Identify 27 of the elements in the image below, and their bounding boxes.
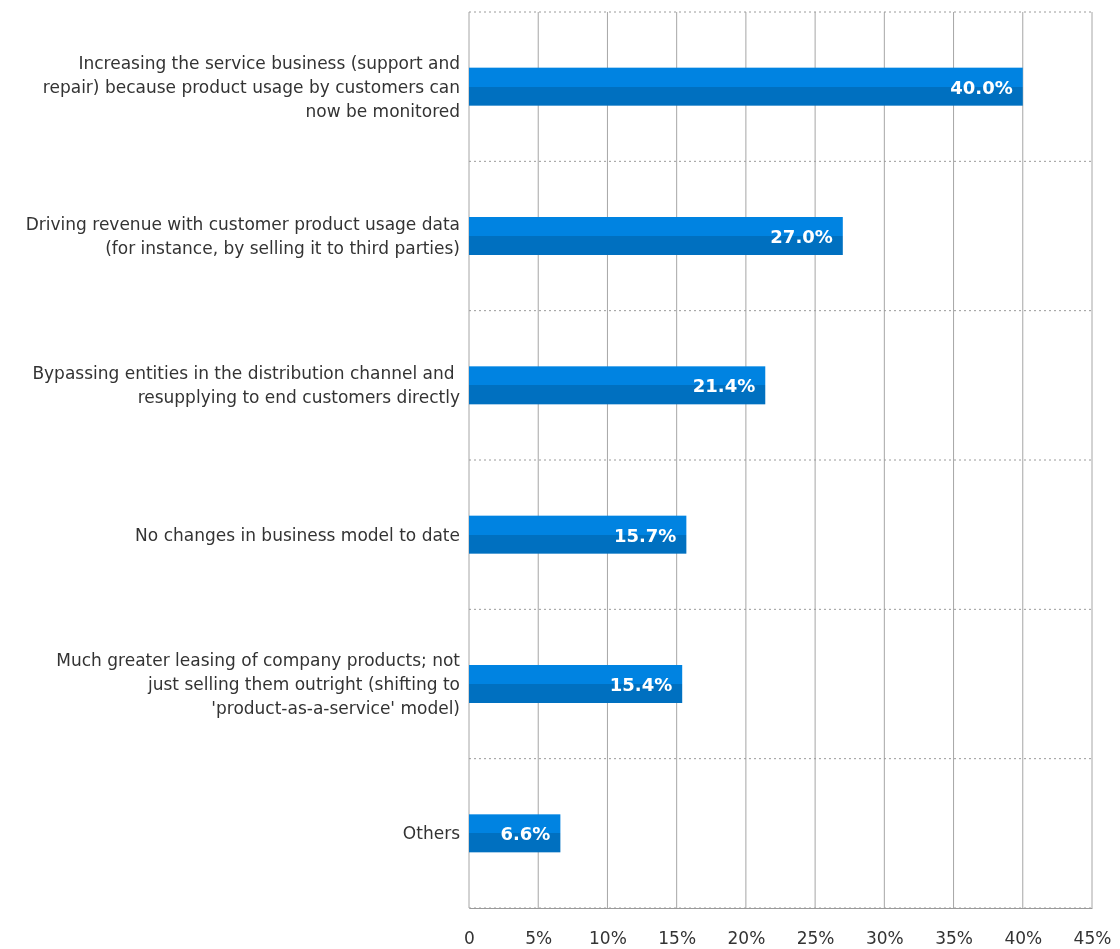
bar — [469, 515, 687, 554]
y-tick-label: Driving revenue with customer product usage data (for instance, by selling it to third parties) — [25, 214, 460, 258]
x-tick-label: 10% — [589, 928, 627, 949]
x-tick-label: 35% — [935, 928, 973, 949]
x-tick-label: 20% — [727, 928, 766, 949]
data-label: 15.7% — [613, 524, 677, 546]
y-tick-label: Others — [402, 823, 461, 844]
x-tick-label: 0 — [464, 928, 475, 949]
y-tick-label: Increasing the service business (support and repair) because product usage by customers can now be monitored — [42, 52, 460, 121]
x-tick-label: 45% — [1073, 928, 1112, 949]
data-label: 40.0% — [950, 76, 1013, 98]
data-label: 15.4% — [609, 674, 673, 695]
x-tick-label: 15% — [658, 928, 697, 949]
x-tick-label: 30% — [865, 928, 904, 949]
y-tick-label: No changes in business model to date — [135, 524, 460, 545]
bar — [469, 67, 1023, 106]
data-label: 6.6% — [500, 823, 551, 845]
x-tick-label: 5% — [525, 928, 553, 949]
data-label: 27.0% — [770, 226, 833, 247]
x-tick-label: 40% — [1004, 928, 1043, 949]
bar — [469, 665, 683, 703]
x-tick-label: 25% — [796, 928, 835, 949]
y-tick-label: Much greater leasing of company products; not just selling them outright (shifting to 'product-as-a-service' model) — [56, 650, 461, 718]
data-label: 21.4% — [692, 375, 756, 397]
y-tick-label: Bypassing entities in the distribution channel and resupplying to end customers directly — [32, 363, 460, 408]
bar — [469, 366, 766, 405]
bar — [469, 217, 843, 255]
